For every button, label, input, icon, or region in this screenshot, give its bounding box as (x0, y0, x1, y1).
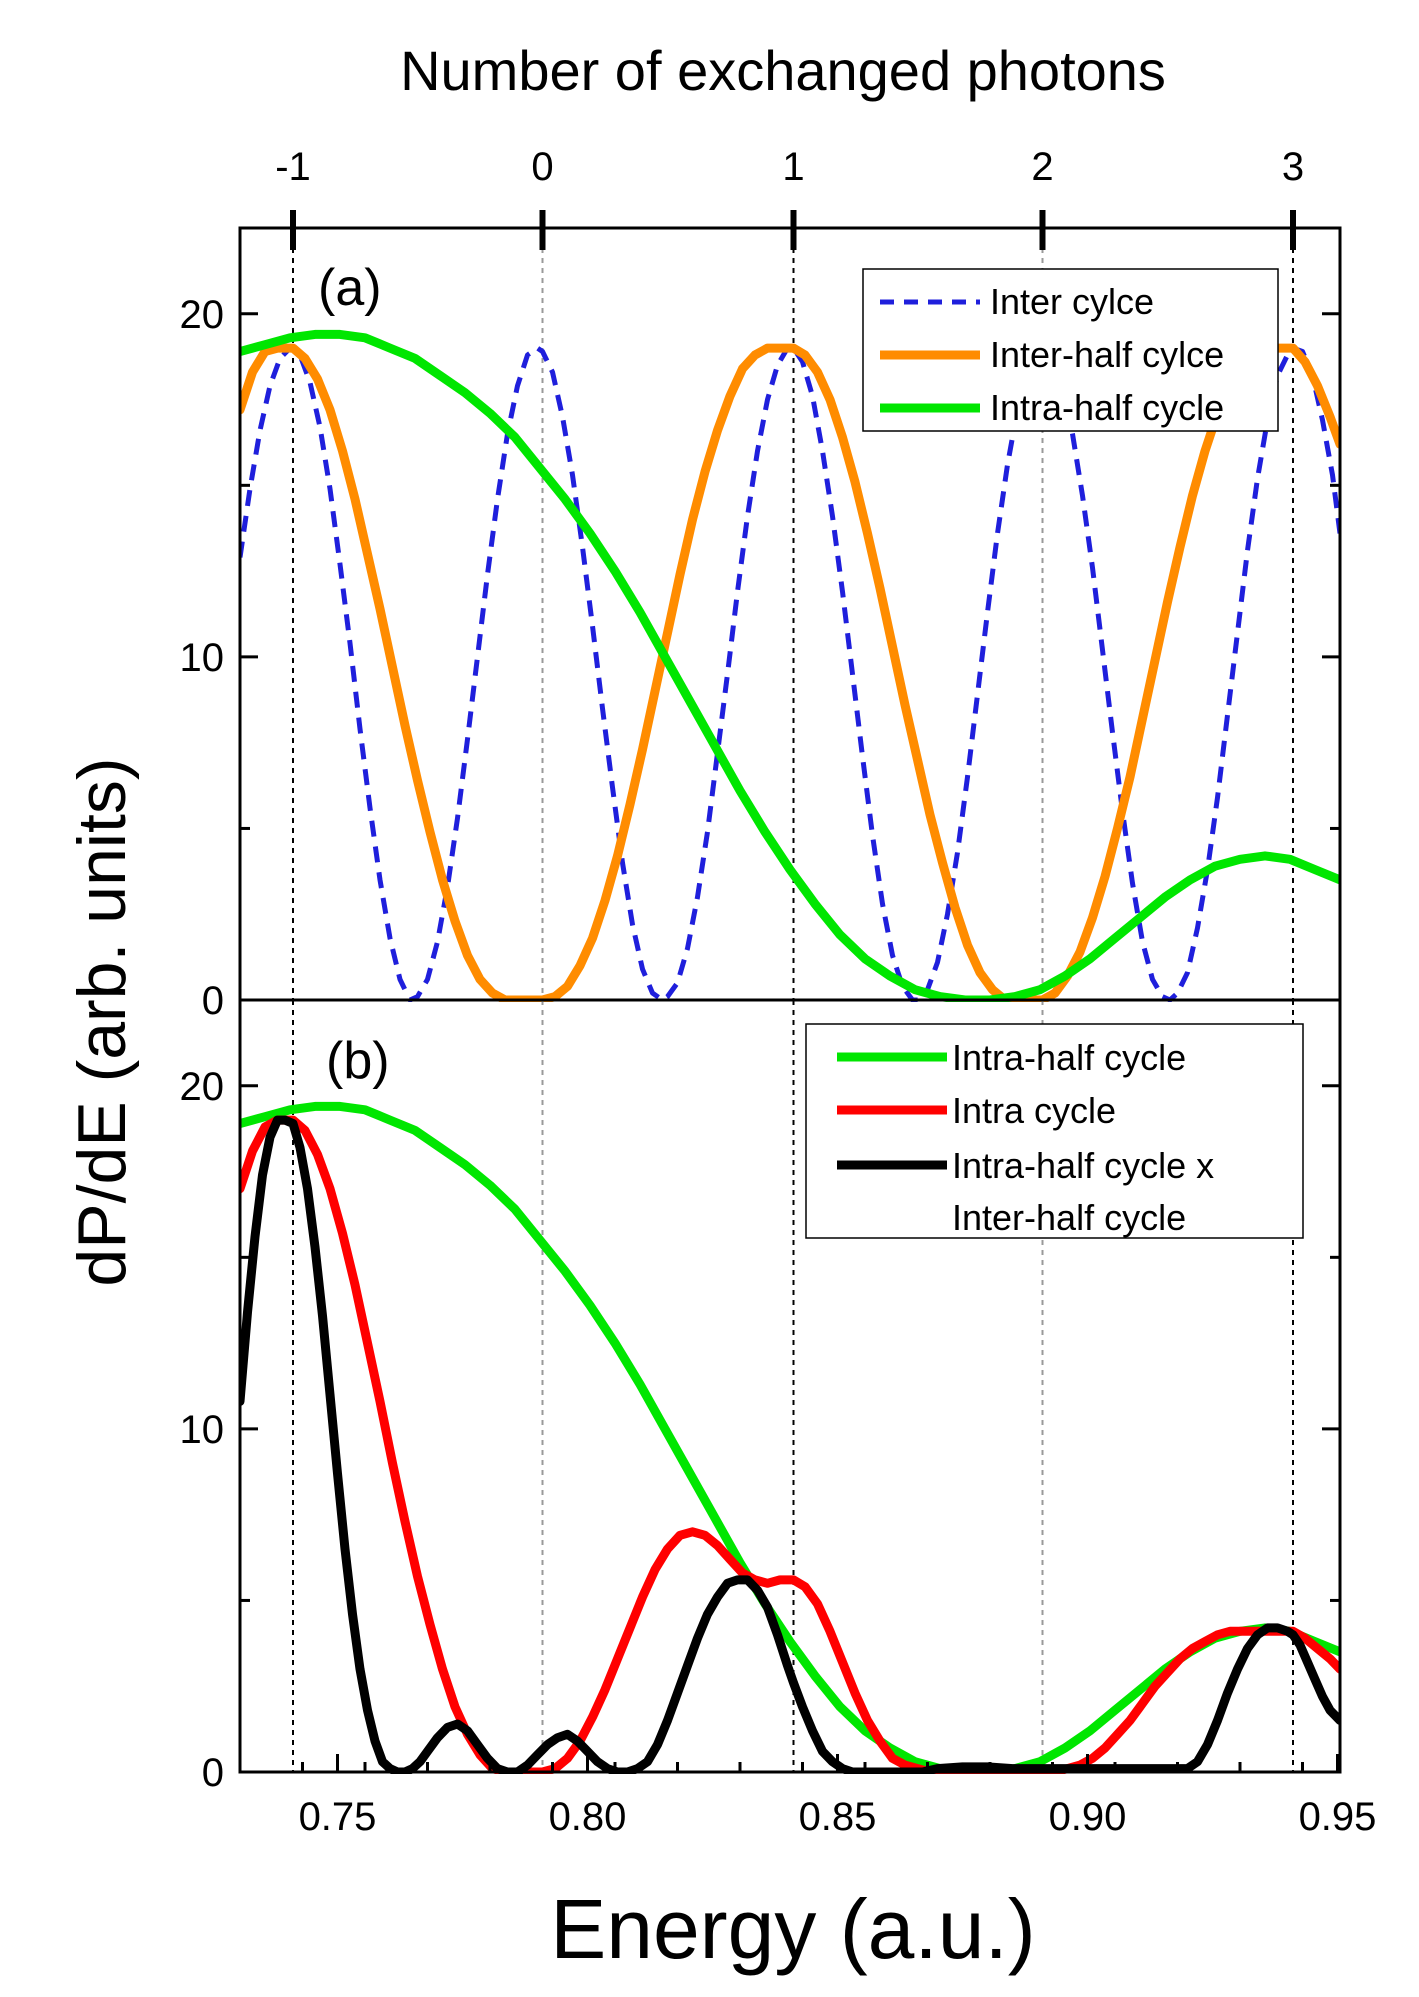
legend-label-product-line2: Inter-half cycle (952, 1197, 1186, 1238)
y-tick-label-a-0: 0 (202, 979, 224, 1023)
panel-a: 0 10 20 (a) Inter cylce Inter-half cylce I… (180, 210, 1342, 1023)
x-tick-label-0: 0.75 (299, 1795, 377, 1839)
panel-b-label: (b) (326, 1032, 390, 1090)
panel-b-frame (238, 998, 1342, 1774)
panel-b-legend: Intra-half cycle Intra cycle Intra-half … (805, 1023, 1304, 1239)
top-tick-label-3: 2 (1031, 145, 1053, 189)
x-tick-label-1: 0.80 (549, 1795, 627, 1839)
legend-label-inter-half-cycle: Inter-half cylce (990, 334, 1224, 375)
panel-a-label: (a) (318, 259, 382, 317)
panel-b: 0 10 20 0.75 0.80 0.85 0.90 0.95 (b) Intra-hal… (180, 998, 1377, 1839)
panel-b-series (240, 1101, 1340, 1774)
y-tick-label-a-2: 20 (180, 293, 225, 337)
panel-a-y-ticks: 0 10 20 (180, 293, 1340, 1023)
top-tick-label-1: 0 (531, 145, 553, 189)
panel-a-top-tick-marks (290, 210, 1296, 250)
y-tick-label-b-1: 10 (180, 1408, 225, 1452)
legend-label-intra-half-cycle-a: Intra-half cycle (990, 387, 1224, 428)
x-tick-label-3: 0.90 (1049, 1795, 1127, 1839)
panel-b-y-ticks: 0 10 20 (180, 1065, 1340, 1795)
top-axis-title: Number of exchanged photons (400, 39, 1166, 102)
legend-label-intra-cycle: Intra cycle (952, 1090, 1116, 1131)
top-axis-ticks: -1 0 1 2 3 (275, 145, 1304, 189)
y-tick-label-b-2: 20 (180, 1065, 225, 1109)
legend-label-intra-half-cycle-b: Intra-half cycle (952, 1037, 1186, 1078)
x-tick-label-2: 0.85 (799, 1795, 877, 1839)
y-tick-label-a-1: 10 (180, 636, 225, 680)
legend-label-product: Intra-half cycle x (952, 1145, 1214, 1186)
series-a-inter-cylce (240, 345, 1340, 1002)
series-a-inter-half-cylce (240, 343, 1340, 1002)
top-tick-label-0: -1 (275, 145, 311, 189)
legend-label-inter-cycle: Inter cylce (990, 281, 1154, 322)
x-tick-label-4: 0.95 (1299, 1795, 1377, 1839)
panel-b-x-ticks: 0.75 0.80 0.85 0.90 0.95 (238, 1754, 1377, 1839)
y-axis-title: dP/dE (arb. units) (64, 757, 140, 1286)
top-tick-label-2: 1 (782, 145, 804, 189)
series-b-intra-cycle (240, 1115, 1340, 1774)
panel-a-legend: Inter cylce Inter-half cylce Intra-half … (862, 268, 1279, 432)
series-a-intra-half-cycle (240, 329, 1340, 1002)
top-tick-label-4: 3 (1282, 145, 1304, 189)
series-b-intra-half-cycle (240, 1101, 1340, 1774)
series-b-intra-half-cycle-x-inter-half-cycle (240, 1115, 1340, 1774)
y-tick-label-b-0: 0 (202, 1751, 224, 1795)
panel-a-series (240, 329, 1340, 1002)
x-axis-title: Energy (a.u.) (550, 1882, 1036, 1976)
